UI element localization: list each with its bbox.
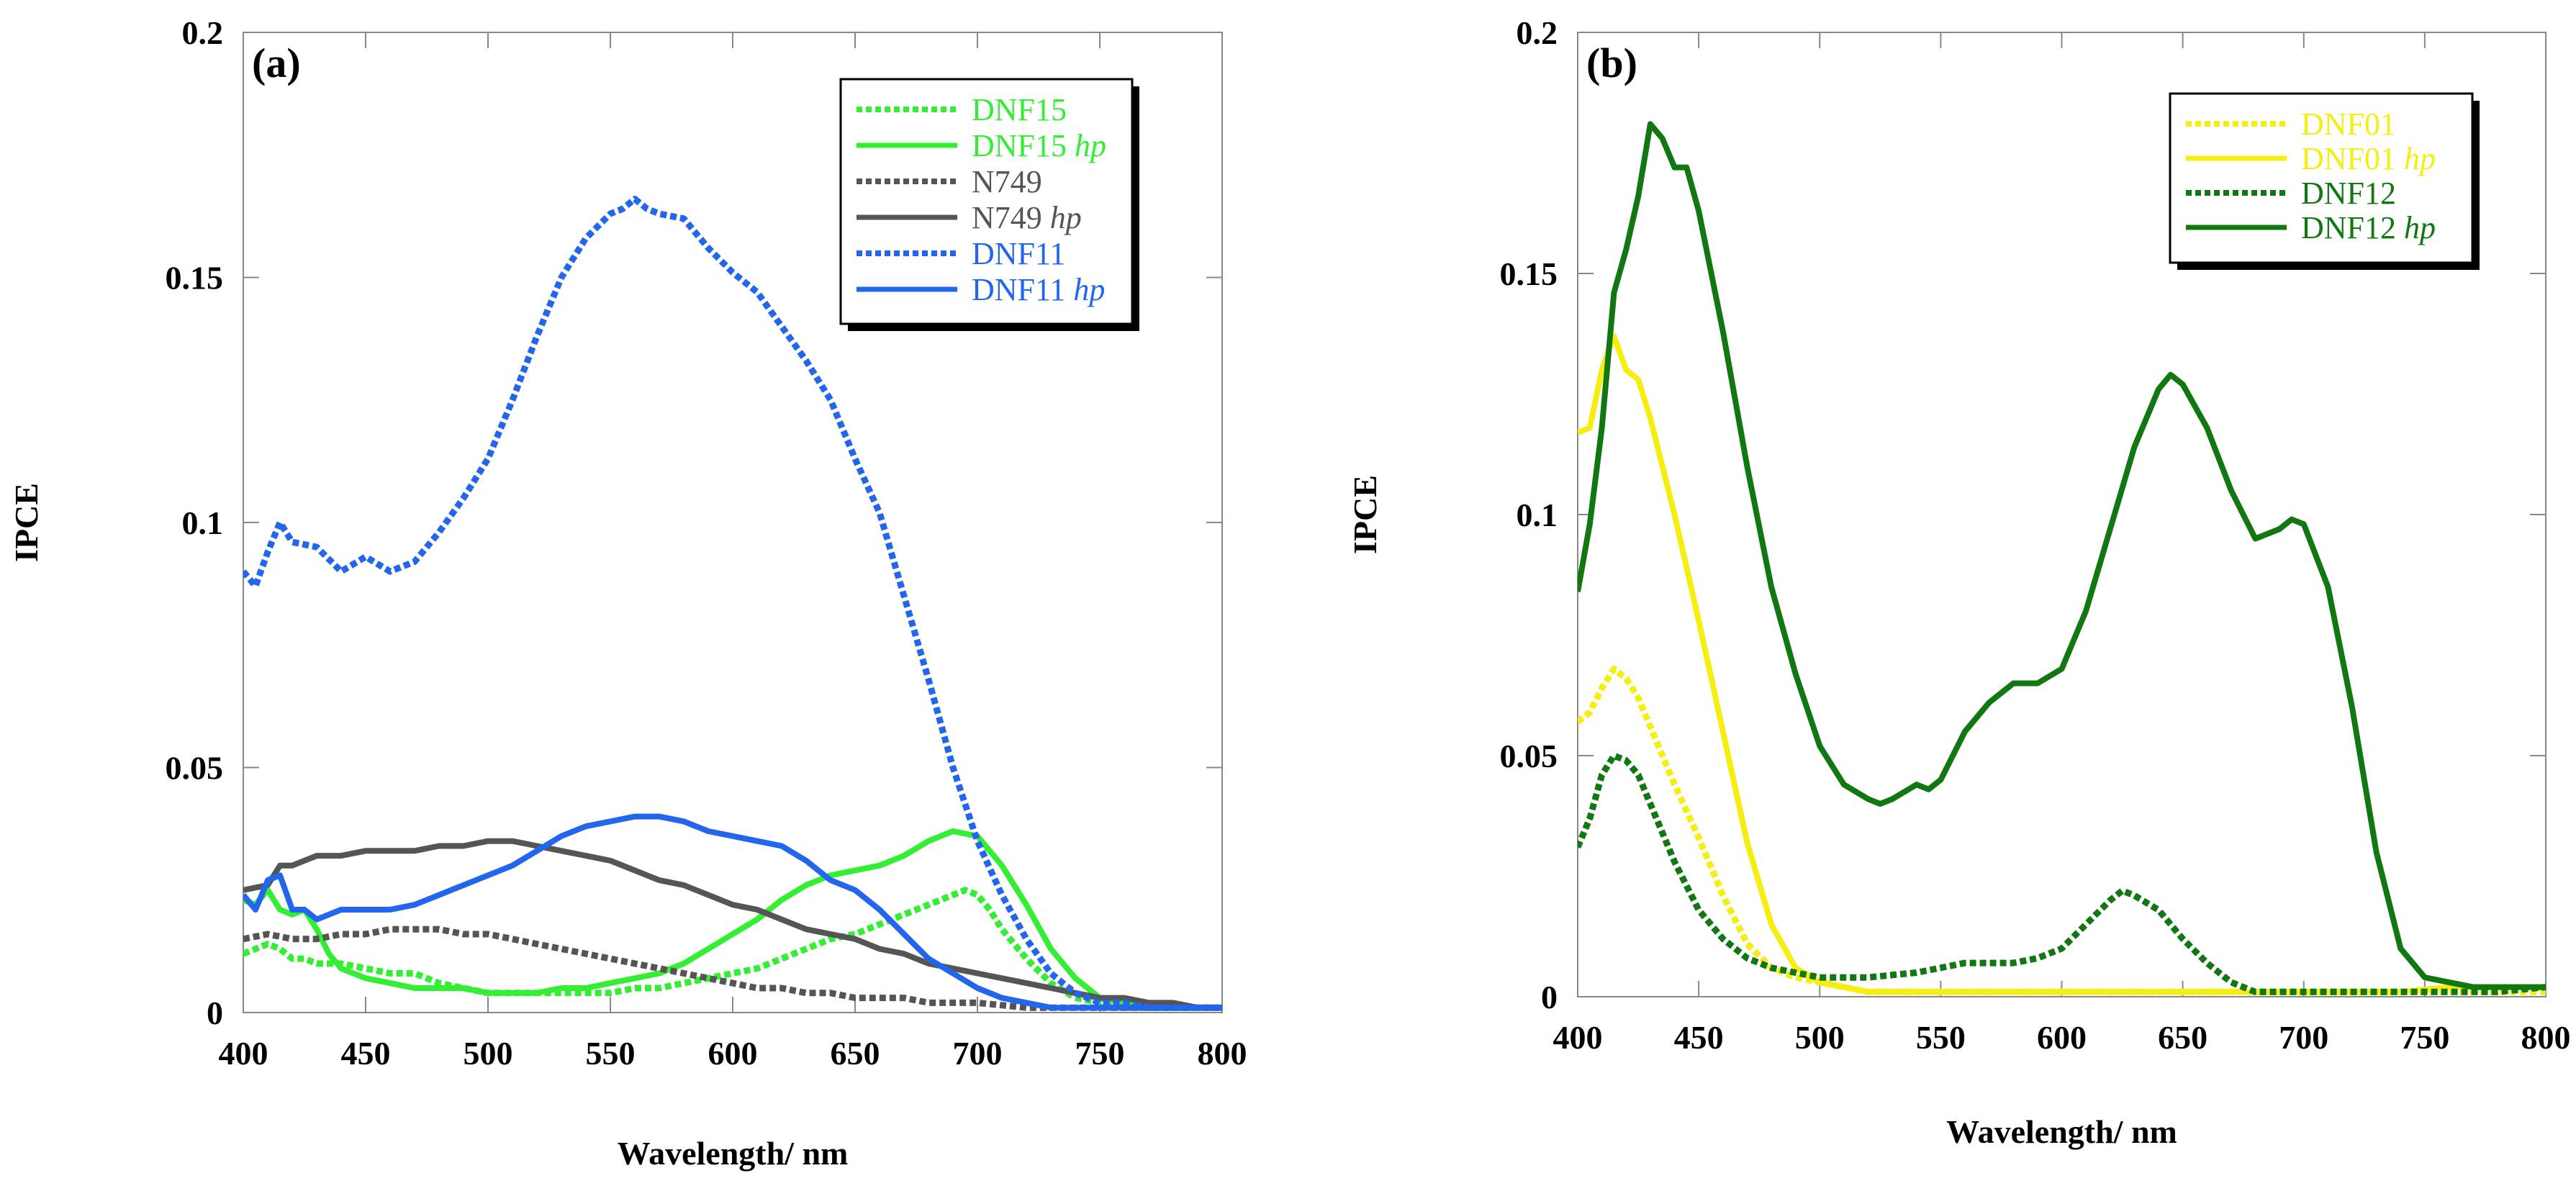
x-axis-title: Wavelength/ nm xyxy=(618,1135,849,1172)
legend-label: N749 xyxy=(972,164,1042,199)
x-tick-label: 700 xyxy=(953,1035,1003,1072)
x-tick-label: 550 xyxy=(1916,1019,1966,1056)
legend-label-main: DNF01 xyxy=(2301,141,2404,176)
legend-label-hp: hp xyxy=(2404,141,2436,176)
x-tick-label: 700 xyxy=(2279,1019,2328,1056)
legend-box xyxy=(839,78,1134,325)
legend-label: N749 hp xyxy=(972,200,1082,235)
panel-label: (a) xyxy=(252,40,301,86)
legend-label: DNF15 hp xyxy=(972,128,1106,163)
x-tick-label: 450 xyxy=(1674,1019,1724,1056)
x-tick-label: 400 xyxy=(1553,1019,1603,1056)
legend-label-main: N749 xyxy=(972,164,1042,199)
y-tick-label: 0.15 xyxy=(1500,255,1558,292)
legend-label-main: DNF01 xyxy=(2301,107,2396,142)
legend-label-main: DNF12 xyxy=(2301,176,2396,211)
chart-panel-a: 400 450 500 550 600 650 700 750 800 0 0.05 0.1 0.15 0… xyxy=(8,14,1247,1172)
legend-label: DNF11 hp xyxy=(972,272,1105,307)
y-tick-label: 0.15 xyxy=(166,260,224,296)
legend-label: DNF11 xyxy=(972,236,1065,271)
x-tick-label: 750 xyxy=(2400,1019,2449,1056)
x-tick-label: 650 xyxy=(831,1035,880,1072)
panel-label: (b) xyxy=(1586,40,1637,86)
x-tick-label: 600 xyxy=(708,1035,758,1072)
legend-box xyxy=(2169,92,2474,264)
series-line-dnf15 xyxy=(243,887,1222,1011)
y-axis-title: IPCE xyxy=(1347,475,1383,554)
legend-label-hp: hp xyxy=(2404,210,2436,245)
series-line-dnf12-hp xyxy=(1578,121,2546,990)
x-tick-label: 500 xyxy=(1795,1019,1845,1056)
chart-panel-b: 400 450 500 550 600 650 700 750 800 0 0.05 0.1 0.15 0… xyxy=(1347,14,2571,1150)
legend-label-hp: hp xyxy=(1075,128,1106,163)
y-tick-label: 0.2 xyxy=(182,14,224,51)
x-tick-label: 750 xyxy=(1075,1035,1125,1072)
series-line-dnf15-hp xyxy=(243,828,1222,1011)
y-tick-label: 0.05 xyxy=(1500,738,1558,774)
legend-label-hp: hp xyxy=(1050,200,1082,235)
x-tick-label: 450 xyxy=(341,1035,391,1072)
x-tick-label: 550 xyxy=(586,1035,636,1072)
legend-label-main: DNF12 xyxy=(2301,210,2404,245)
y-tick-label: 0.1 xyxy=(182,504,224,541)
legend-label: DNF12 xyxy=(2301,176,2396,211)
y-axis-title: IPCE xyxy=(8,483,45,562)
y-tick-label: 0.05 xyxy=(166,750,224,787)
legend-label-main: N749 xyxy=(972,200,1050,235)
x-tick-label: 500 xyxy=(464,1035,513,1072)
y-tick-label: 0 xyxy=(1541,979,1558,1015)
series-line-n749-hp xyxy=(243,838,1222,1011)
series-group xyxy=(243,196,1222,1011)
x-tick-label: 800 xyxy=(1198,1035,1247,1072)
x-tick-label: 650 xyxy=(2158,1019,2207,1056)
x-tick-label: 800 xyxy=(2521,1019,2571,1056)
series-line-dnf11-hp xyxy=(243,813,1222,1011)
legend-label: DNF12 hp xyxy=(2301,210,2436,245)
y-tick-label: 0.1 xyxy=(1517,497,1558,533)
legend-label: DNF01 xyxy=(2301,107,2396,142)
legend-label-main: DNF11 xyxy=(972,236,1065,271)
x-tick-label: 400 xyxy=(219,1035,268,1072)
series-group xyxy=(1578,121,2546,995)
legend-label-main: DNF15 xyxy=(972,128,1075,163)
legend-label: DNF15 xyxy=(972,92,1067,127)
legend-label-main: DNF11 xyxy=(972,272,1073,307)
series-line-dnf12 xyxy=(1578,752,2546,995)
y-tick-label: 0 xyxy=(207,995,223,1031)
x-axis-title: Wavelength/ nm xyxy=(1946,1113,2177,1150)
legend-label-main: DNF15 xyxy=(972,92,1067,127)
legend-label-hp: hp xyxy=(1073,272,1105,307)
series-line-dnf11 xyxy=(243,196,1222,1011)
x-tick-label: 600 xyxy=(2037,1019,2087,1056)
y-tick-label: 0.2 xyxy=(1517,14,1558,51)
series-line-n749 xyxy=(243,925,1222,1011)
legend-label: DNF01 hp xyxy=(2301,141,2436,176)
